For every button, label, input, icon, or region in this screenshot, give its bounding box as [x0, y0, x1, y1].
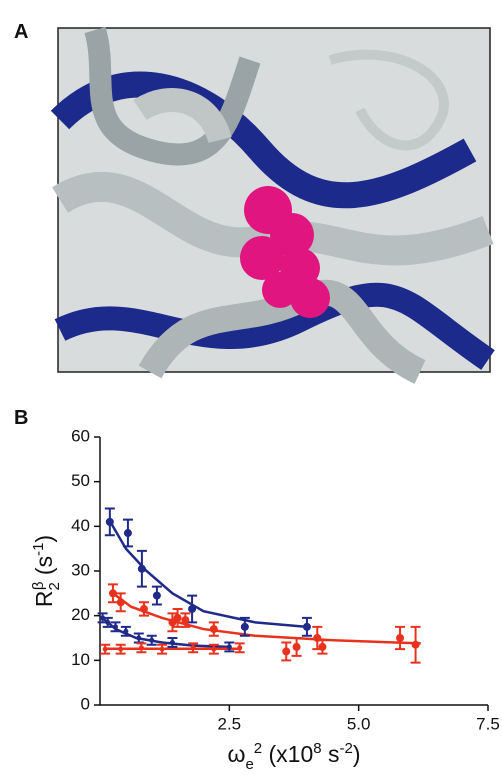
data-point	[411, 640, 420, 649]
xlabel-part: 8	[313, 740, 321, 757]
data-point	[190, 645, 196, 651]
data-point	[105, 619, 111, 625]
data-point	[168, 618, 177, 627]
data-point	[137, 564, 146, 573]
data-point	[240, 622, 249, 631]
panel-label: B	[14, 407, 28, 429]
data-point	[318, 642, 327, 651]
data-point	[108, 589, 117, 598]
data-point	[113, 624, 119, 630]
data-point	[116, 598, 125, 607]
ylabel-part: β	[30, 581, 47, 590]
data-point	[123, 529, 132, 538]
data-point	[282, 647, 291, 656]
data-point	[211, 646, 217, 652]
data-point	[302, 622, 311, 631]
fit-curve	[109, 521, 308, 629]
xlabel-part: e	[245, 756, 253, 773]
structure-image	[50, 26, 495, 384]
y-tick-label: 10	[71, 650, 90, 669]
data-point	[188, 604, 197, 613]
data-point	[139, 604, 148, 613]
y-tick-label: 30	[71, 560, 90, 579]
data-point	[226, 644, 232, 650]
data-point	[149, 637, 155, 643]
data-point	[118, 646, 124, 652]
panel-label: A	[14, 21, 28, 43]
xlabel-part: -2	[340, 740, 353, 757]
y-tick-label: 50	[71, 471, 90, 490]
ylabel-part: -1	[30, 543, 47, 556]
fit-curve	[112, 592, 421, 645]
xlabel: ωe2 (x108 s-2)	[227, 740, 360, 773]
x-tick-label: 5.0	[347, 714, 371, 733]
axes	[99, 437, 488, 706]
ylabel-part: )	[31, 535, 57, 543]
data-point	[237, 645, 243, 651]
x-tick-label: 7.5	[476, 714, 500, 733]
xlabel-part: (x10	[262, 741, 313, 767]
ylabel-part: (s	[31, 556, 57, 582]
xlabel-part: s	[322, 741, 340, 767]
data-point	[173, 613, 182, 622]
y-tick-label: 60	[71, 426, 90, 445]
xlabel-part: ω	[227, 741, 245, 767]
data-point	[138, 645, 144, 651]
data-point	[209, 625, 218, 634]
x-tick-label: 2.5	[218, 714, 242, 733]
data-point	[396, 634, 405, 642]
data-point	[292, 642, 301, 651]
xlabel-part: 2	[254, 740, 262, 757]
y-tick-label: 40	[71, 516, 90, 535]
data-point	[105, 517, 114, 526]
data-point	[181, 616, 190, 625]
data-point	[100, 615, 106, 621]
data-point	[102, 646, 108, 652]
ylabel-part: 2	[46, 582, 63, 590]
data-point	[159, 646, 165, 652]
data-point	[136, 635, 142, 641]
y-tick-label: 0	[81, 694, 90, 713]
ylabel: R2β (s-1)	[30, 535, 63, 607]
data-point	[123, 628, 129, 634]
data-point	[152, 591, 161, 600]
y-tick-label: 20	[71, 605, 90, 624]
xlabel-part: )	[353, 741, 361, 767]
data-point	[169, 639, 175, 645]
ylabel-part: R	[31, 590, 57, 607]
